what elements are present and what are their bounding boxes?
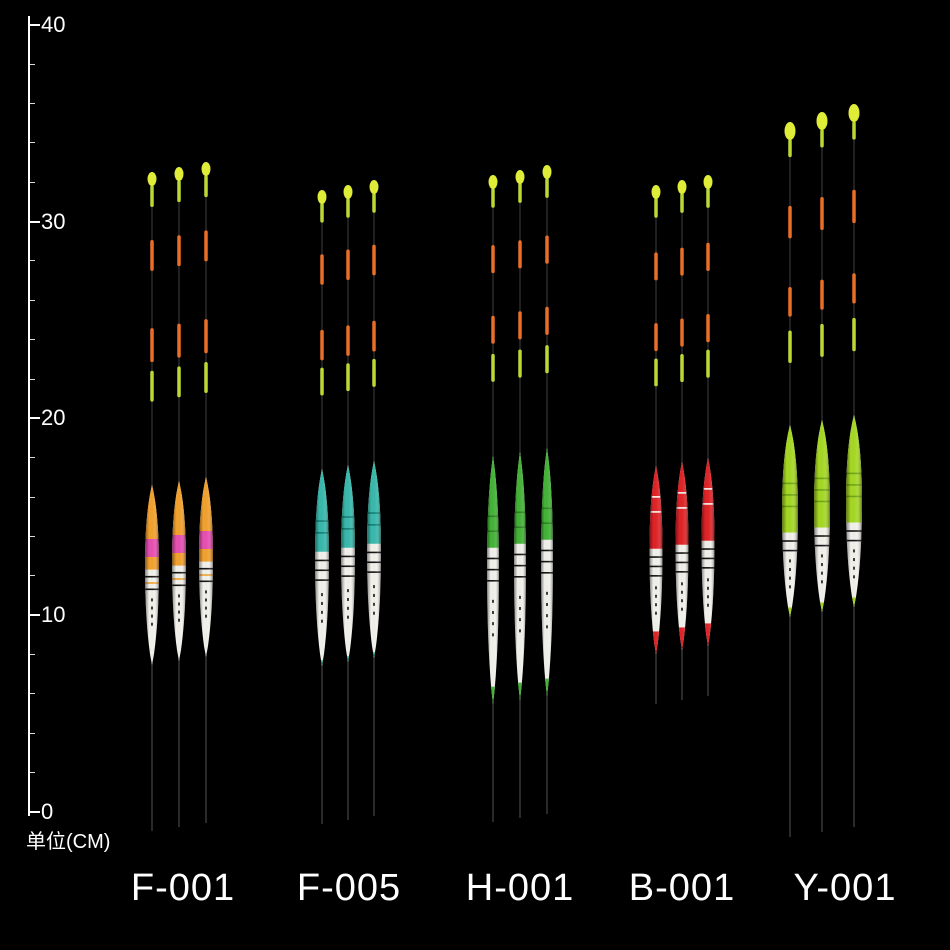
fishing-float <box>846 104 862 827</box>
float-group-H-001 <box>487 165 553 822</box>
fishing-float <box>701 175 715 696</box>
product-label-F-001: F-001 <box>130 867 236 909</box>
product-label-B-001: B-001 <box>628 867 736 909</box>
fishing-float <box>145 172 159 831</box>
float-tip-bulb <box>201 162 211 176</box>
product-label-F-005: F-005 <box>296 867 402 909</box>
fishing-float <box>487 175 499 822</box>
ruler-tick-minor <box>30 63 35 65</box>
fishing-float <box>649 185 663 704</box>
product-label-Y-001: Y-001 <box>793 867 897 909</box>
float-body <box>649 466 663 654</box>
ruler-tick-minor <box>30 142 35 144</box>
float-body <box>341 465 355 662</box>
ruler-tick-major <box>30 220 40 223</box>
float-body <box>199 477 213 657</box>
ruler-tick-label: 10 <box>41 602 66 628</box>
float-body <box>487 456 499 704</box>
ruler-tick-major <box>30 417 40 420</box>
fishing-float <box>341 185 355 820</box>
fishing-float <box>514 170 526 818</box>
float-group-Y-001 <box>782 104 862 837</box>
ruler-unit-label: 单位(CM) <box>26 831 111 853</box>
float-tip-bulb <box>174 167 184 181</box>
float-body <box>367 461 381 658</box>
ruler-tick-minor <box>30 772 35 774</box>
ruler-tick-minor <box>30 496 35 498</box>
ruler-tick-minor <box>30 693 35 695</box>
float-tip-bulb <box>542 165 552 179</box>
float-group-B-001 <box>649 175 715 704</box>
ruler-tick-label: 40 <box>41 11 66 37</box>
fishing-float <box>199 162 213 823</box>
float-tip-bulb <box>147 172 157 186</box>
float-tip-bulb <box>816 112 828 130</box>
float-tip-bulb <box>515 170 525 184</box>
float-tip-bulb <box>677 180 687 194</box>
ruler-tick-label: 0 <box>41 799 54 824</box>
ruler-tick-minor <box>30 378 35 380</box>
fishing-float <box>675 180 689 700</box>
float-body <box>145 485 159 665</box>
float-body <box>541 448 553 696</box>
ruler-tick-major <box>30 811 40 813</box>
ruler-tick-minor <box>30 575 35 577</box>
ruler-tick-minor <box>30 654 35 656</box>
fishing-float <box>541 165 553 814</box>
fishing-float <box>814 112 830 832</box>
float-body <box>675 462 689 650</box>
ruler-tick-major <box>30 23 40 26</box>
ruler-tick-label: 30 <box>41 208 66 234</box>
ruler-tick-major <box>30 614 40 617</box>
ruler-tick-minor <box>30 181 35 183</box>
float-tip-bulb <box>317 190 327 204</box>
ruler-tick-minor <box>30 299 35 301</box>
product-label-H-001: H-001 <box>465 867 575 909</box>
float-body <box>315 469 329 666</box>
ruler-tick-minor <box>30 260 35 262</box>
ruler-line <box>28 16 30 816</box>
float-body <box>814 420 830 612</box>
float-group-F-001 <box>145 162 213 831</box>
fishing-float <box>367 180 381 816</box>
fishing-float <box>782 122 798 837</box>
fishing-float <box>315 190 329 824</box>
float-tip-bulb <box>343 185 353 199</box>
ruler-tick-minor <box>30 457 35 459</box>
ruler-tick-minor <box>30 339 35 341</box>
float-tip-bulb <box>369 180 379 194</box>
float-body <box>701 458 715 646</box>
float-tip-bulb <box>703 175 713 189</box>
float-tip-bulb <box>651 185 661 199</box>
ruler-tick-label: 20 <box>41 405 66 431</box>
float-body <box>514 452 526 700</box>
float-group-F-005 <box>315 180 381 824</box>
float-body <box>782 425 798 617</box>
fishing-float <box>172 167 186 827</box>
ruler-tick-minor <box>30 535 35 537</box>
float-tip-bulb <box>848 104 860 122</box>
ruler-tick-minor <box>30 103 35 105</box>
float-body <box>846 415 862 607</box>
float-tip-bulb <box>488 175 498 189</box>
float-body <box>172 481 186 661</box>
ruler-tick-minor <box>30 732 35 734</box>
float-tip-bulb <box>784 122 796 140</box>
